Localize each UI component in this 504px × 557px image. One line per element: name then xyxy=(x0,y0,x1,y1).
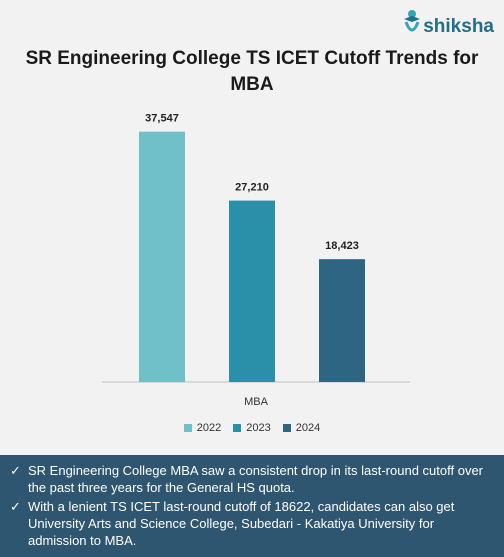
check-icon: ✓ xyxy=(10,499,21,514)
chart-title: SR Engineering College TS ICET Cutoff Tr… xyxy=(25,48,479,95)
graduate-icon xyxy=(404,10,421,32)
bar-chart: MBA 37,547 27,210 18,423 xyxy=(102,113,410,408)
note-text: SR Engineering College MBA saw a consist… xyxy=(28,463,483,495)
chart-legend: 2022 2023 2024 xyxy=(0,422,504,434)
legend-item-2022: 2022 xyxy=(183,422,222,434)
note-text: With a lenient TS ICET last-round cutoff… xyxy=(28,499,455,548)
bar-2022 xyxy=(139,131,185,382)
chart-card: shiksha SR Engineering College TS ICET C… xyxy=(0,8,504,434)
data-label-2024: 18,423 xyxy=(325,240,359,252)
shiksha-logo[interactable]: shiksha xyxy=(401,8,494,38)
legend-swatch xyxy=(183,424,192,432)
x-tick-label: MBA xyxy=(244,396,269,408)
bar-2023 xyxy=(229,200,275,382)
legend-swatch xyxy=(282,424,291,432)
check-icon: ✓ xyxy=(10,463,21,478)
data-label-2022: 37,547 xyxy=(145,113,179,125)
notes-panel: ✓ SR Engineering College MBA saw a consi… xyxy=(0,455,504,557)
note-item: ✓ SR Engineering College MBA saw a consi… xyxy=(10,462,492,496)
legend-swatch xyxy=(233,424,242,432)
legend-label: 2024 xyxy=(295,422,321,434)
legend-item-2023: 2023 xyxy=(233,422,271,434)
brand-name: shiksha xyxy=(423,16,494,37)
note-item: ✓ With a lenient TS ICET last-round cuto… xyxy=(10,498,492,549)
legend-item-2024: 2024 xyxy=(282,422,321,434)
bar-2024 xyxy=(319,259,365,382)
legend-label: 2023 xyxy=(246,422,271,434)
data-label-2023: 27,210 xyxy=(235,182,269,194)
legend-label: 2022 xyxy=(196,422,222,434)
